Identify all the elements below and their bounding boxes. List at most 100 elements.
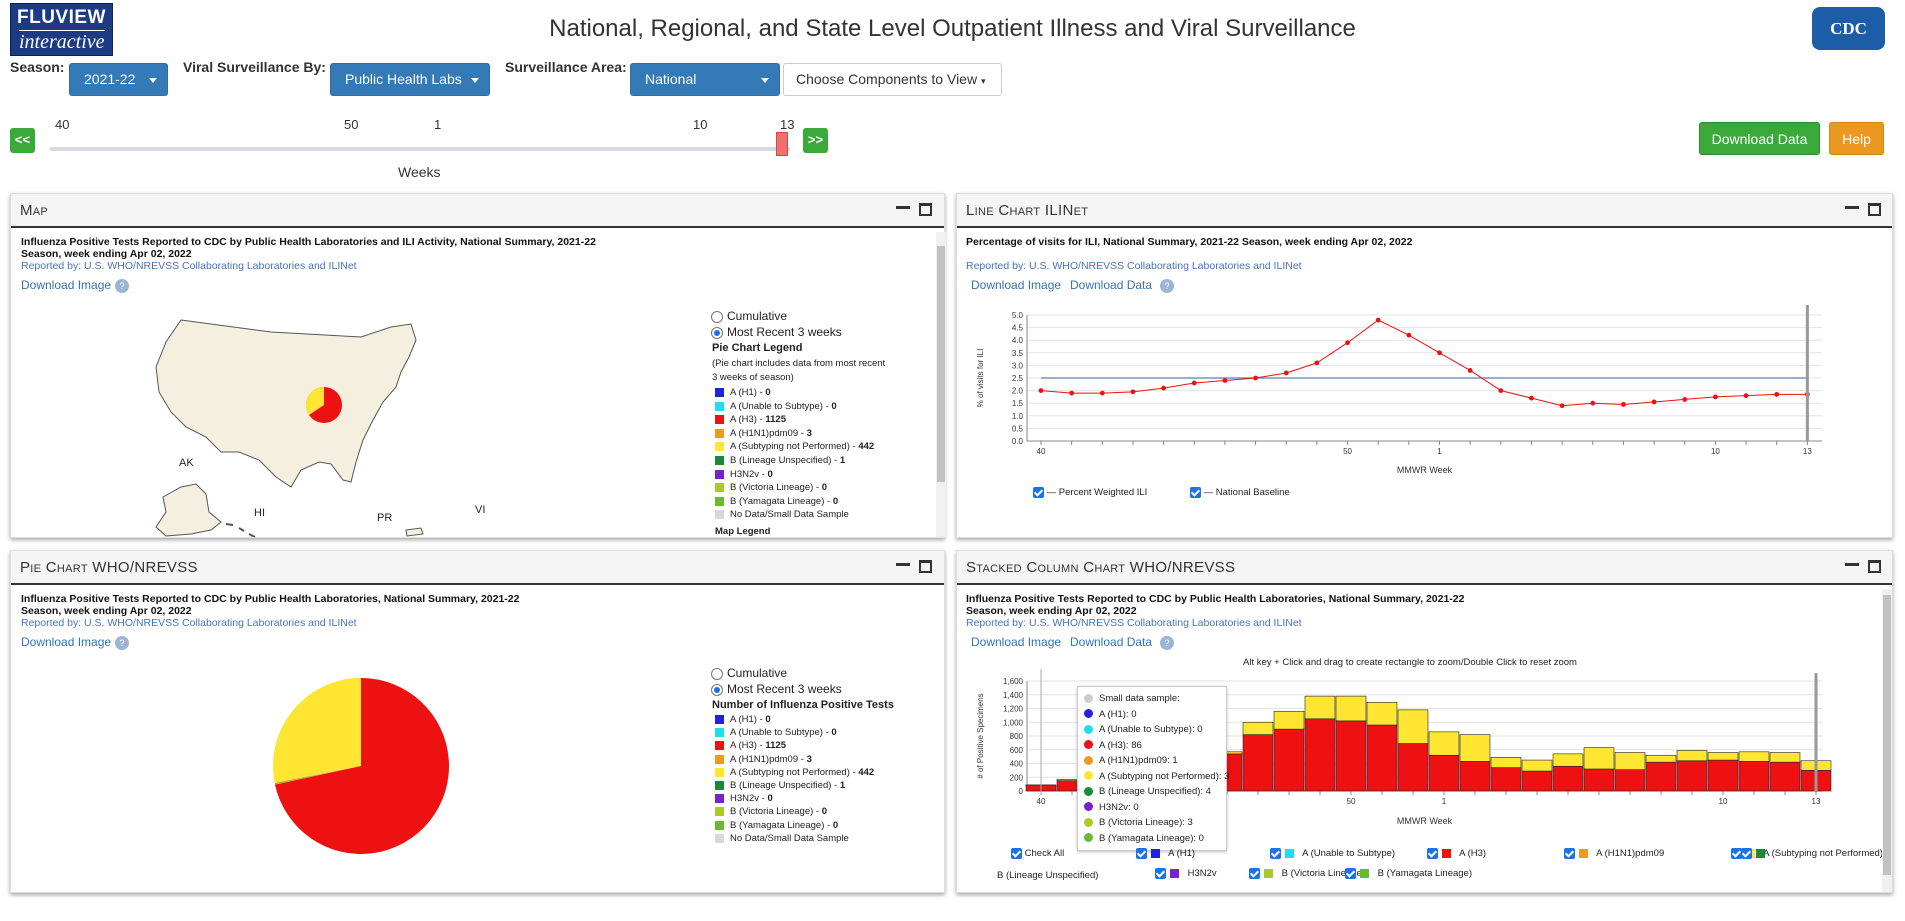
tooltip-row: A (Unable to Subtype): 0 <box>1084 724 1203 735</box>
checkbox-icon[interactable] <box>1136 848 1147 859</box>
checkbox-icon[interactable] <box>1731 848 1742 859</box>
chart-title: Influenza Positive Tests Reported to CDC… <box>21 593 520 617</box>
bar-segment <box>1583 768 1615 792</box>
season-value: 2021-22 <box>84 71 136 87</box>
viral-surveillance-dropdown[interactable]: Public Health Labs <box>330 63 490 96</box>
minimize-icon[interactable] <box>896 206 910 209</box>
season-label: Season: <box>10 59 65 75</box>
download-image-link[interactable]: Download Image? <box>21 278 130 293</box>
download-image-link[interactable]: Download Image? <box>21 635 130 650</box>
viral-surveillance-label: Viral Surveillance By: <box>183 59 326 75</box>
download-data-link[interactable]: Download Data? <box>1070 635 1175 650</box>
checkbox-icon[interactable] <box>1564 848 1575 859</box>
season-dropdown[interactable]: 2021-22 <box>69 63 168 96</box>
help-icon[interactable]: ? <box>1160 278 1175 293</box>
bar-segment <box>1366 702 1398 726</box>
recent-weeks-radio[interactable]: Most Recent 3 weeks <box>711 682 842 696</box>
bar-segment <box>1707 759 1739 792</box>
minimize-icon[interactable] <box>1845 563 1859 566</box>
bar-segment <box>1614 752 1646 770</box>
series-checkbox[interactable]: B (Yamagata Lineage) <box>1345 868 1472 879</box>
x-axis-label: MMWR Week <box>1397 816 1453 826</box>
x-tick-label: 10 <box>1711 447 1720 456</box>
maximize-icon[interactable] <box>919 560 932 573</box>
checkbox-icon[interactable] <box>1741 848 1752 859</box>
download-image-link[interactable]: Download Image <box>971 278 1062 292</box>
week-slider-handle[interactable] <box>776 132 788 156</box>
cumulative-radio[interactable]: Cumulative <box>711 666 787 680</box>
legend-label: B (Victoria Lineage) - <box>730 482 822 494</box>
series-checkbox[interactable]: A (H1N1)pdm09 <box>1564 848 1664 859</box>
help-icon[interactable]: ? <box>115 278 130 293</box>
ili-point <box>1191 380 1197 386</box>
ili-point <box>1038 388 1044 393</box>
recent-weeks-radio[interactable]: Most Recent 3 weeks <box>711 325 842 339</box>
tooltip-text: B (Lineage Unspecified): 4 <box>1099 786 1211 797</box>
checkbox-icon[interactable] <box>1270 848 1281 859</box>
ili-line-chart[interactable]: 0.0 0.5 1.0 1.5 2.0 2.5 3.0 3.5 4.0 4.5 5.0 40 50 1 10… <box>957 299 1894 499</box>
legend-swatch <box>1170 869 1179 878</box>
tooltip-text: A (Unable to Subtype): 0 <box>1099 724 1203 735</box>
legend-swatch <box>715 714 724 724</box>
legend-value: 0 <box>767 793 773 805</box>
maximize-icon[interactable] <box>919 203 932 216</box>
legend-item: A (H3) - 1125 <box>715 740 786 751</box>
series-checkbox[interactable]: B (Victoria Lineage) <box>1249 868 1365 879</box>
legend-label: A (Subtyping not Performed) - <box>730 766 859 778</box>
help-icon[interactable]: ? <box>115 635 130 650</box>
checkbox-icon[interactable] <box>1155 868 1166 879</box>
choose-components-button[interactable]: Choose Components to View ▾ <box>783 63 1002 96</box>
scrollbar-thumb[interactable] <box>937 246 945 482</box>
minimize-icon[interactable] <box>1845 206 1859 209</box>
map-label-ak: AK <box>179 457 194 469</box>
series-checkbox[interactable]: A (H3) <box>1427 848 1486 859</box>
chart-subtitle: Reported by: U.S. WHO/NREVSS Collaborati… <box>966 260 1302 272</box>
us-map[interactable] <box>151 312 531 537</box>
checkbox-icon[interactable] <box>1190 487 1201 498</box>
series-checkbox[interactable] <box>1741 848 1771 859</box>
legend-percent-ili[interactable]: — Percent Weighted ILI <box>1033 487 1147 498</box>
tooltip-dot <box>1084 833 1093 843</box>
legend-value: 0 <box>821 806 827 818</box>
previous-week-button[interactable]: << <box>10 128 35 153</box>
legend-swatch <box>1442 849 1451 858</box>
maximize-icon[interactable] <box>1868 560 1881 573</box>
legend-item: B (Lineage Unspecified) - 1 <box>715 780 845 791</box>
download-data-button[interactable]: Download Data <box>1699 122 1820 155</box>
check-all-checkbox[interactable]: Check All <box>1011 848 1064 859</box>
bar-segment <box>1397 743 1429 792</box>
series-checkbox[interactable]: A (H1) <box>1136 848 1195 859</box>
y-tick-label: 2.5 <box>1012 374 1024 383</box>
cumulative-radio[interactable]: Cumulative <box>711 309 787 323</box>
download-data-link[interactable]: Download Data? <box>1070 278 1175 293</box>
legend-baseline[interactable]: — National Baseline <box>1190 487 1290 498</box>
pie-chart[interactable] <box>261 666 461 866</box>
checkbox-icon[interactable] <box>1011 848 1022 859</box>
pie-chart-panel: Pie Chart WHO/NREVSS Influenza Positive … <box>10 550 945 893</box>
checkbox-icon[interactable] <box>1345 868 1356 879</box>
scrollbar-thumb[interactable] <box>1883 595 1891 875</box>
download-image-label: Download Image <box>21 635 112 649</box>
pie-slice <box>274 766 361 785</box>
legend-swatch <box>715 387 724 397</box>
series-checkbox[interactable]: H3N2v <box>1155 868 1217 879</box>
caret-down-icon <box>761 78 769 83</box>
surveillance-area-dropdown[interactable]: National <box>630 63 780 96</box>
minimize-icon[interactable] <box>896 563 910 566</box>
maximize-icon[interactable] <box>1868 203 1881 216</box>
panel-scrollbar[interactable] <box>1882 589 1892 892</box>
checkbox-icon[interactable] <box>1427 848 1438 859</box>
checkbox-icon[interactable] <box>1249 868 1260 879</box>
help-icon[interactable]: ? <box>1160 635 1175 650</box>
series-checkbox[interactable]: A (Unable to Subtype) <box>1270 848 1395 859</box>
legend-item: A (H1) - 0 <box>715 714 771 725</box>
panel-scrollbar[interactable] <box>936 232 946 537</box>
help-button[interactable]: Help <box>1829 122 1884 155</box>
legend-label: A (H1) - <box>730 714 766 725</box>
bar-segment <box>1769 752 1801 763</box>
week-slider-track[interactable] <box>50 147 790 151</box>
checkbox-icon[interactable] <box>1033 487 1044 498</box>
y-tick-label: 1,200 <box>1003 705 1024 714</box>
download-image-link[interactable]: Download Image <box>971 635 1062 649</box>
next-week-button[interactable]: >> <box>803 128 828 153</box>
